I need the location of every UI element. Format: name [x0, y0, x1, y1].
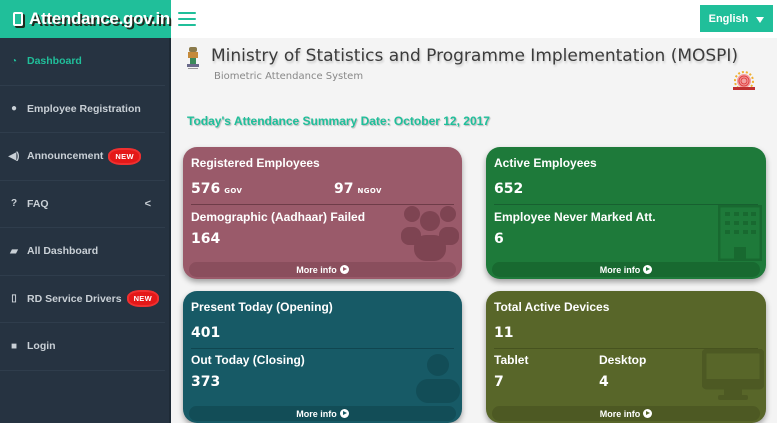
chevron-left-icon: <	[144, 197, 151, 210]
sidebar-item-label: Dashboard	[27, 55, 82, 68]
page-title: Ministry of Statistics and Programme Imp…	[211, 46, 739, 66]
active-employees-card: Active Employees 652 Employee Never Mark…	[486, 147, 766, 279]
present-today-card: Present Today (Opening) 401 Out Today (C…	[183, 291, 462, 423]
sidebar-item-rd-service-drivers[interactable]: ▯ RD Service Drivers NEW	[0, 276, 165, 323]
card-title: Present Today (Opening)	[191, 300, 333, 314]
card-subtitle: Employee Never Marked Att.	[494, 210, 656, 224]
language-dropdown[interactable]: English	[700, 5, 773, 32]
arrow-circle-right-icon	[643, 265, 653, 274]
card-title: Total Active Devices	[494, 300, 610, 314]
user-icon	[416, 354, 460, 403]
more-info-link[interactable]: More info	[492, 262, 760, 277]
desktop-count: 4	[599, 374, 609, 390]
volume-icon: ◀)	[8, 150, 20, 162]
sidebar-item-label: FAQ	[27, 197, 49, 210]
mobile-icon	[13, 12, 23, 26]
arrow-circle-right-icon	[339, 409, 349, 418]
sidebar-item-label: Login	[27, 340, 56, 353]
card-title: Registered Employees	[191, 156, 320, 170]
attendance-summary-heading: Today's Attendance Summary Date: October…	[187, 114, 490, 128]
sidebar-item-all-dashboard[interactable]: ▰ All Dashboard	[0, 228, 165, 276]
new-badge: NEW	[110, 149, 139, 163]
gov-count: 576 GOV	[191, 181, 243, 197]
dashboard-icon: ◔	[10, 55, 18, 67]
ngov-count: 97 NGOV	[334, 181, 382, 197]
brand-logo[interactable]: Attendance.gov.in	[0, 0, 171, 38]
more-info-link[interactable]: More info	[492, 406, 760, 421]
sidebar-item-faq[interactable]: ? FAQ <	[0, 181, 165, 228]
card-subvalue: 373	[191, 374, 221, 390]
top-navbar: Attendance.gov.in English	[0, 0, 777, 38]
tablet-count: 7	[494, 374, 504, 390]
card-value: 401	[191, 325, 221, 341]
card-divider	[191, 348, 454, 349]
card-title: Active Employees	[494, 156, 597, 170]
page-subtitle: Biometric Attendance System	[214, 71, 364, 82]
caret-down-icon	[756, 16, 765, 23]
sidebar: ◔ Dashboard ● Employee Registration ◀) A…	[0, 38, 171, 423]
aadhaar-logo-icon	[733, 71, 755, 90]
menu-toggle-icon[interactable]	[178, 12, 196, 26]
arrow-circle-right-icon	[339, 265, 349, 274]
national-emblem-icon	[187, 47, 199, 69]
card-subvalue: 6	[494, 231, 504, 247]
card-subtitle: Out Today (Closing)	[191, 353, 305, 367]
group-icon	[401, 206, 459, 261]
sidebar-item-login[interactable]: ■ Login	[0, 323, 165, 371]
sidebar-item-dashboard[interactable]: ◔ Dashboard	[0, 38, 165, 86]
sidebar-item-announcement[interactable]: ◀) Announcement NEW	[0, 133, 165, 181]
building-icon	[718, 205, 762, 261]
new-badge: NEW	[128, 292, 157, 306]
sidebar-item-label: All Dashboard	[27, 245, 99, 258]
users-icon: ●	[10, 103, 18, 115]
language-label: English	[708, 12, 749, 25]
book-icon: ▰	[10, 245, 18, 257]
more-info-link[interactable]: More info	[189, 406, 456, 421]
card-subtitle: Demographic (Aadhaar) Failed	[191, 210, 366, 224]
tablet-icon: ▯	[11, 293, 17, 305]
active-devices-card: Total Active Devices 11 Tablet Desktop 7…	[486, 291, 766, 423]
brand-text: Attendance.gov.in	[29, 9, 170, 28]
question-icon: ?	[10, 198, 18, 210]
sidebar-item-label: RD Service Drivers	[27, 292, 122, 305]
card-value: 652	[494, 181, 524, 197]
card-divider	[494, 204, 758, 205]
registered-employees-card: Registered Employees 576 GOV 97 NGOV Demog…	[183, 147, 462, 279]
sidebar-item-employee-registration[interactable]: ● Employee Registration	[0, 86, 165, 133]
card-divider	[191, 204, 454, 205]
desktop-icon	[702, 349, 764, 400]
card-subvalue: 164	[191, 231, 221, 247]
sidebar-item-label: Employee Registration	[27, 102, 141, 115]
lock-icon: ■	[10, 340, 18, 352]
tablet-label: Tablet	[494, 353, 529, 367]
more-info-link[interactable]: More info	[189, 262, 456, 277]
card-value: 11	[494, 325, 514, 341]
arrow-circle-right-icon	[643, 409, 653, 418]
sidebar-item-label: Announcement	[27, 150, 104, 163]
desktop-label: Desktop	[599, 353, 647, 367]
card-divider	[494, 348, 758, 349]
